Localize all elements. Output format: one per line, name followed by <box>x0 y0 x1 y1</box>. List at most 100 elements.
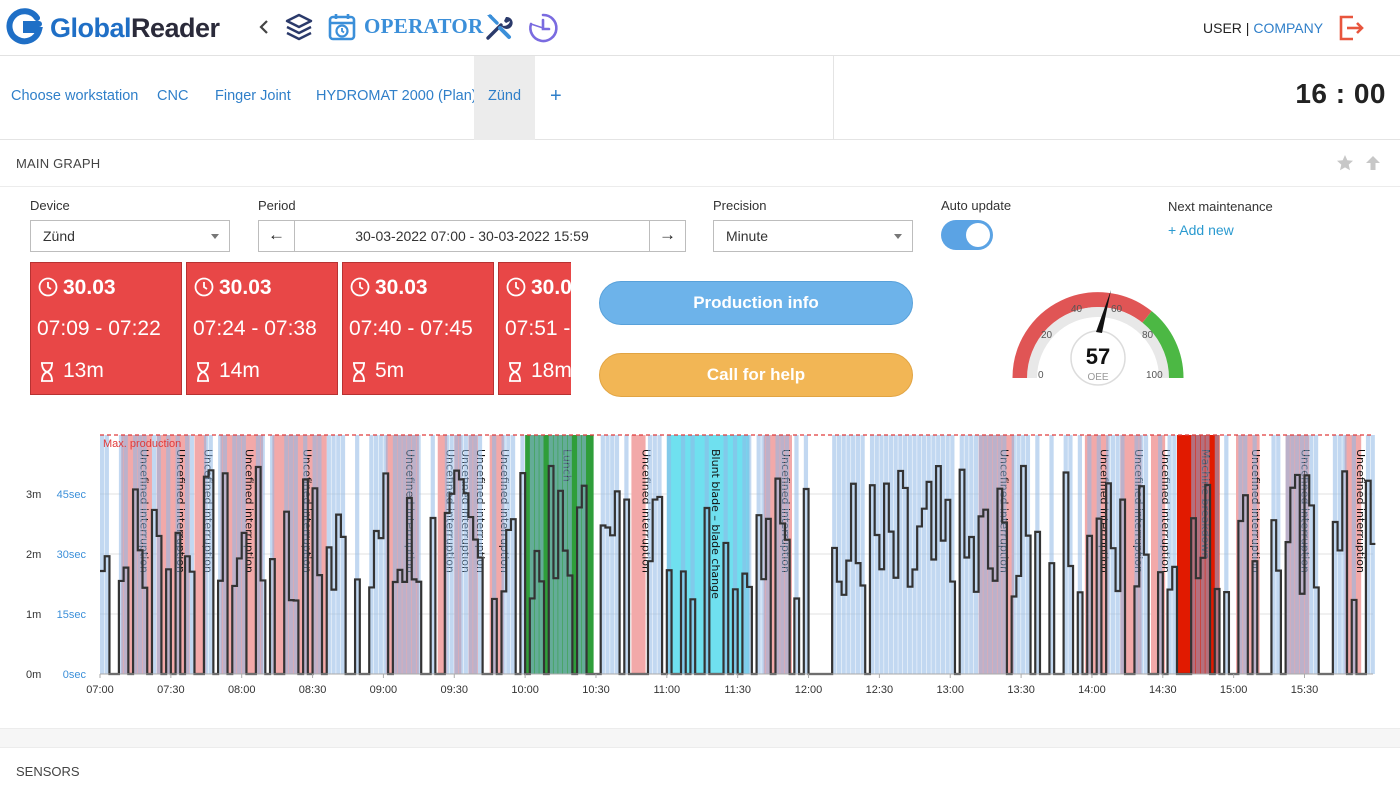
add-tab-button[interactable]: + <box>550 85 562 107</box>
production-shade <box>964 435 969 674</box>
production-shade <box>1365 435 1371 674</box>
x-tick-label: 12:00 <box>795 684 823 696</box>
gauge-tick-label: 40 <box>1071 304 1083 315</box>
x-tick-label: 10:30 <box>582 684 610 696</box>
production-shade <box>926 435 931 674</box>
production-shade <box>1276 435 1281 674</box>
precision-select[interactable]: Minute <box>713 220 913 252</box>
production-shade <box>803 435 809 674</box>
production-shade <box>1195 435 1201 674</box>
calendar-clock-icon[interactable] <box>327 11 359 48</box>
production-shade <box>969 435 974 674</box>
hourglass-icon <box>507 361 523 388</box>
main-graph-header: MAIN GRAPH <box>0 141 1400 187</box>
x-tick-label: 10:00 <box>511 684 539 696</box>
arrow-up-icon[interactable] <box>1364 156 1382 176</box>
production-shade <box>652 435 657 674</box>
production-shade <box>1290 435 1295 674</box>
auto-update-toggle[interactable] <box>941 220 993 250</box>
tab-cnc[interactable]: CNC <box>157 88 189 104</box>
production-shade <box>600 435 605 674</box>
production-shade <box>1063 435 1068 674</box>
tab-choose-workstation[interactable]: Choose workstation <box>11 88 139 104</box>
production-shade <box>232 435 237 674</box>
interruption-card[interactable]: 30.03 07:51 - 08:09 18m <box>498 262 571 395</box>
interruption-card[interactable]: 30.03 07:40 - 07:45 5m <box>342 262 494 395</box>
user-menu[interactable]: USER | COMPANY <box>1203 20 1323 36</box>
arrow-left-icon[interactable]: ← <box>259 221 295 251</box>
tab-finger-joint[interactable]: Finger Joint <box>215 88 291 104</box>
device-label: Device <box>30 198 70 213</box>
layers-icon[interactable] <box>284 12 314 47</box>
interruption-card[interactable]: 30.03 07:09 - 07:22 13m <box>30 262 182 395</box>
hourglass-icon <box>351 361 367 388</box>
logo[interactable]: GlobalReader <box>4 6 220 51</box>
production-shade <box>577 435 582 674</box>
production-shade <box>222 435 228 674</box>
production-shade <box>529 435 535 674</box>
chevron-left-icon[interactable] <box>257 16 271 43</box>
call-for-help-button[interactable]: Call for help <box>599 353 913 397</box>
y-tick-label-seconds: 15sec <box>57 609 87 621</box>
interruption-card[interactable]: 30.03 07:24 - 07:38 14m <box>186 262 338 395</box>
sensors-title: SENSORS <box>16 764 80 779</box>
tab-zund[interactable]: Zünd <box>474 56 535 140</box>
production-shade <box>392 435 398 674</box>
production-shade <box>473 435 478 674</box>
production-shade <box>562 435 568 674</box>
production-shade <box>449 435 454 674</box>
production-shade <box>884 435 889 674</box>
production-shade <box>1337 435 1342 674</box>
gauge-tick-label: 80 <box>1142 330 1154 341</box>
card-time: 07:09 - 07:22 <box>37 317 161 340</box>
production-shade <box>959 435 964 674</box>
production-shade <box>1172 435 1177 674</box>
arrow-right-icon[interactable]: → <box>649 221 685 251</box>
x-tick-label: 13:00 <box>936 684 964 696</box>
tools-icon[interactable] <box>484 12 514 47</box>
production-shade <box>1021 435 1026 674</box>
production-shade <box>921 435 927 674</box>
production-shade <box>185 435 190 674</box>
gauge-tick-label: 60 <box>1111 304 1123 315</box>
production-shade <box>1309 435 1314 674</box>
production-shade <box>123 435 128 674</box>
tab-hydromat[interactable]: HYDROMAT 2000 (Plan) <box>316 88 477 104</box>
production-shade <box>567 435 572 674</box>
production-shade <box>893 435 898 674</box>
production-shade <box>534 435 539 674</box>
card-time: 07:24 - 07:38 <box>193 317 317 340</box>
production-shade <box>950 435 955 674</box>
production-shade <box>1049 435 1054 674</box>
chevron-down-icon <box>211 234 219 239</box>
production-shade <box>331 435 336 674</box>
device-select[interactable]: Zünd <box>30 220 230 252</box>
main-graph-chart[interactable]: Uncefined interruption Uncefined interrup… <box>0 410 1400 705</box>
production-shade <box>1167 435 1172 674</box>
production-shade <box>1238 435 1243 674</box>
production-shade <box>1205 435 1210 674</box>
logout-icon[interactable] <box>1336 13 1366 48</box>
x-tick-label: 12:30 <box>866 684 894 696</box>
precision-label: Precision <box>713 198 767 213</box>
production-info-button[interactable]: Production info <box>599 281 913 325</box>
production-shade <box>581 435 587 674</box>
production-shade <box>936 435 941 674</box>
production-shade <box>284 435 289 674</box>
production-shade <box>747 435 752 674</box>
x-tick-label: 09:00 <box>370 684 398 696</box>
production-shade <box>846 435 851 674</box>
production-shade <box>1002 435 1007 674</box>
production-shade <box>794 435 799 674</box>
company-name: COMPANY <box>1253 20 1324 36</box>
production-shade <box>1077 435 1083 674</box>
gauge-tick-label: 20 <box>1041 330 1053 341</box>
add-maintenance-link[interactable]: + Add new <box>1168 222 1234 238</box>
production-shade <box>657 435 662 674</box>
star-icon[interactable] <box>1336 155 1358 176</box>
clock-chart-icon[interactable] <box>527 12 559 49</box>
production-shade <box>945 435 950 674</box>
production-shade <box>903 435 908 674</box>
max-production-label: Max. production <box>103 438 181 450</box>
period-input[interactable]: 30-03-2022 07:00 - 30-03-2022 15:59 <box>355 228 589 244</box>
